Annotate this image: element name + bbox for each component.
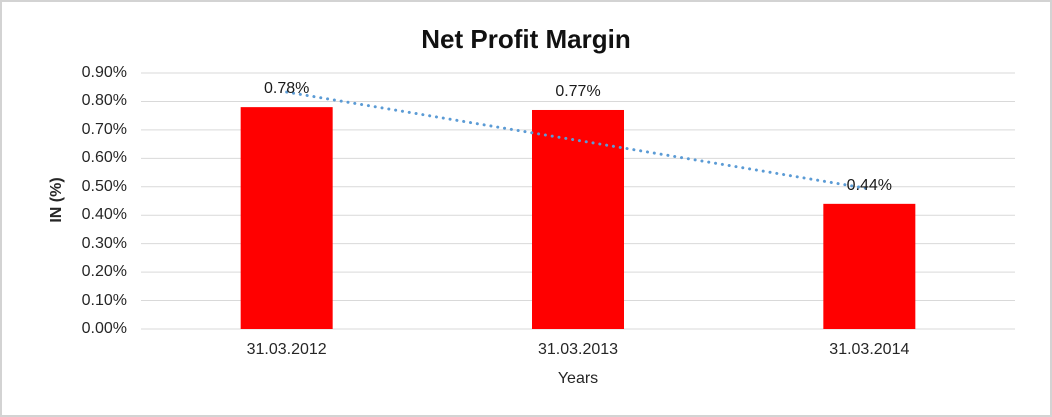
y-tick-label: 0.60%: [81, 149, 127, 167]
x-axis-title: Years: [557, 370, 599, 387]
x-category-label: 31.03.2012: [246, 341, 327, 358]
chart-title: Net Profit Margin: [421, 24, 631, 54]
trendline: [285, 90, 871, 191]
bar: [240, 107, 333, 329]
y-tick-label: 0.70%: [81, 120, 127, 138]
x-category-label: 31.03.2013: [537, 341, 619, 358]
bar-data-label: 0.78%: [263, 80, 310, 98]
y-tick-label: 0.50%: [81, 177, 127, 195]
bar-data-label: 0.77%: [555, 82, 601, 100]
bar: [823, 203, 916, 329]
x-category-label: 31.03.2014: [829, 341, 910, 358]
y-tick-label: 0.00%: [81, 320, 127, 337]
bar-data-label: 0.44%: [846, 176, 893, 194]
y-tick-label: 0.40%: [81, 206, 127, 224]
bar: [532, 109, 624, 329]
y-tick-label: 0.20%: [81, 263, 127, 281]
y-tick-label: 0.10%: [81, 291, 127, 309]
y-tick-label: 0.90%: [81, 64, 127, 81]
y-tick-label: 0.30%: [81, 234, 127, 252]
y-tick-label: 0.80%: [81, 92, 127, 110]
